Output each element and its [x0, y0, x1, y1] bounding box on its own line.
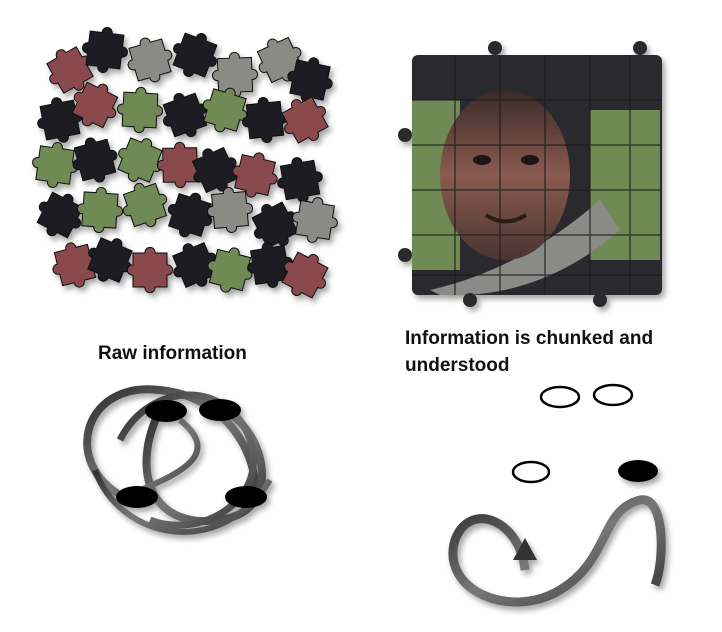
puzzle-piece	[232, 152, 278, 198]
puzzle-piece	[277, 157, 323, 203]
puzzle-piece	[82, 27, 128, 73]
scattered-puzzle-pieces	[32, 27, 338, 299]
puzzle-piece	[52, 242, 98, 288]
puzzle-piece	[122, 182, 168, 228]
puzzle-piece	[202, 87, 248, 133]
puzzle-piece	[72, 137, 118, 183]
arrow-head-icon	[513, 538, 537, 560]
caption-chunked: Information is chunked and understood	[405, 328, 654, 376]
puzzle-piece	[116, 86, 164, 134]
node-dot	[199, 399, 241, 421]
tangled-ribbon	[83, 385, 273, 535]
assembled-puzzle	[398, 41, 662, 307]
node-dot	[116, 486, 158, 508]
puzzle-piece	[32, 142, 78, 188]
puzzle-piece	[76, 186, 124, 234]
puzzle-piece	[287, 57, 333, 103]
puzzle-piece	[117, 137, 163, 183]
smooth-ribbon	[448, 460, 666, 607]
node-dot	[145, 400, 187, 422]
puzzle-piece	[251, 201, 299, 249]
puzzle-piece	[162, 92, 208, 138]
puzzle-piece	[206, 186, 254, 234]
node-dot	[225, 486, 267, 508]
puzzle-piece	[87, 237, 133, 283]
puzzle-piece	[281, 96, 329, 144]
puzzle-piece	[292, 197, 338, 243]
face-portrait	[440, 90, 570, 260]
puzzle-piece	[126, 246, 174, 294]
puzzle-piece	[172, 32, 218, 78]
puzzle-piece	[71, 81, 119, 129]
caption-raw-information: Raw information	[98, 343, 247, 364]
puzzle-piece	[211, 51, 259, 99]
node-dot	[618, 460, 658, 482]
empty-oval-single	[511, 460, 551, 484]
puzzle-piece	[281, 251, 329, 299]
puzzle-piece	[242, 97, 288, 143]
puzzle-piece	[207, 247, 253, 293]
puzzle-piece	[37, 97, 83, 143]
puzzle-piece	[36, 191, 84, 239]
empty-oval-pair	[539, 383, 634, 409]
puzzle-piece	[127, 37, 173, 83]
puzzle-piece	[46, 46, 94, 94]
puzzle-piece	[167, 192, 213, 238]
